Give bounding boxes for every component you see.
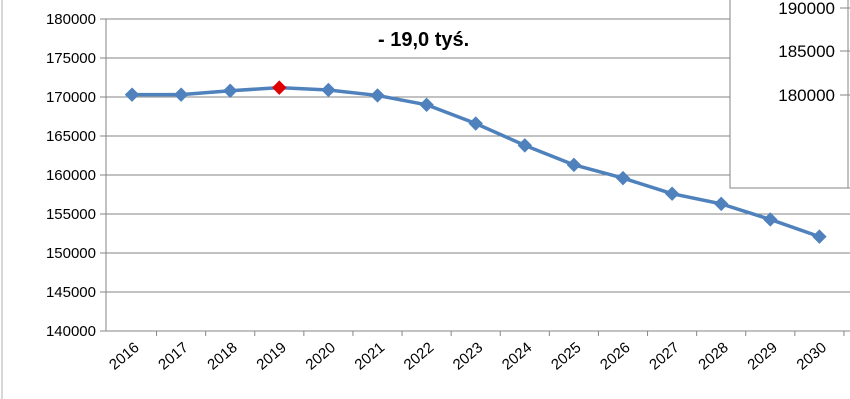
x-tick-label: 2017 xyxy=(155,339,191,373)
x-tick-label: 2023 xyxy=(450,339,486,373)
x-axis: 2016 2017 2018 2019 2020 2021 2022 2023 2024 2025… xyxy=(106,331,845,374)
data-point xyxy=(517,138,533,153)
x-tick-label: 2024 xyxy=(499,339,535,373)
data-point xyxy=(468,116,483,131)
x-tick-label: 2021 xyxy=(352,339,388,373)
data-point xyxy=(173,87,189,102)
data-point xyxy=(124,87,140,102)
data-point xyxy=(713,196,729,212)
inset-y-tick-label: 180000 xyxy=(778,86,835,105)
y-axis: 140000 145000 150000 155000 160000 165000 1700… xyxy=(46,11,107,340)
data-point xyxy=(321,82,336,98)
x-tick-label: 2028 xyxy=(695,339,731,373)
inset-y-tick-label: 190000 xyxy=(778,0,835,18)
data-point xyxy=(812,229,827,244)
y-tick-label: 160000 xyxy=(46,167,96,184)
highlighted-data-point xyxy=(272,80,287,95)
x-tick-label: 2030 xyxy=(793,339,829,373)
data-point xyxy=(615,170,631,186)
y-tick-label: 170000 xyxy=(46,89,96,106)
data-point xyxy=(566,157,582,173)
data-series xyxy=(124,80,827,244)
inset-y-tick-label: 185000 xyxy=(778,42,835,61)
y-tick-label: 145000 xyxy=(46,284,96,301)
inset-frame xyxy=(729,0,850,189)
data-point xyxy=(763,212,778,227)
y-tick-label: 150000 xyxy=(46,245,96,262)
x-tick-label: 2025 xyxy=(548,339,584,373)
data-point xyxy=(370,88,385,103)
x-tick-label: 2016 xyxy=(106,339,142,373)
y-tick-label: 175000 xyxy=(46,50,96,67)
data-point xyxy=(664,186,680,201)
x-tick-label: 2018 xyxy=(204,339,240,373)
x-tick-label: 2020 xyxy=(302,339,338,373)
x-tick-label: 2027 xyxy=(646,339,682,373)
y-tick-label: 165000 xyxy=(46,128,96,145)
x-tick-label: 2026 xyxy=(597,339,633,373)
change-annotation: - 19,0 tyś. xyxy=(378,29,469,51)
x-tick-label: 2029 xyxy=(744,339,780,373)
x-tick-label: 2019 xyxy=(253,339,289,373)
x-tick-label: 2022 xyxy=(401,339,437,373)
data-point xyxy=(419,97,434,113)
inset-chart: 190000 185000 180000 xyxy=(729,0,850,189)
y-tick-label: 180000 xyxy=(46,11,96,28)
y-tick-label: 155000 xyxy=(46,206,96,223)
data-point xyxy=(222,83,238,98)
y-tick-label: 140000 xyxy=(46,323,96,340)
